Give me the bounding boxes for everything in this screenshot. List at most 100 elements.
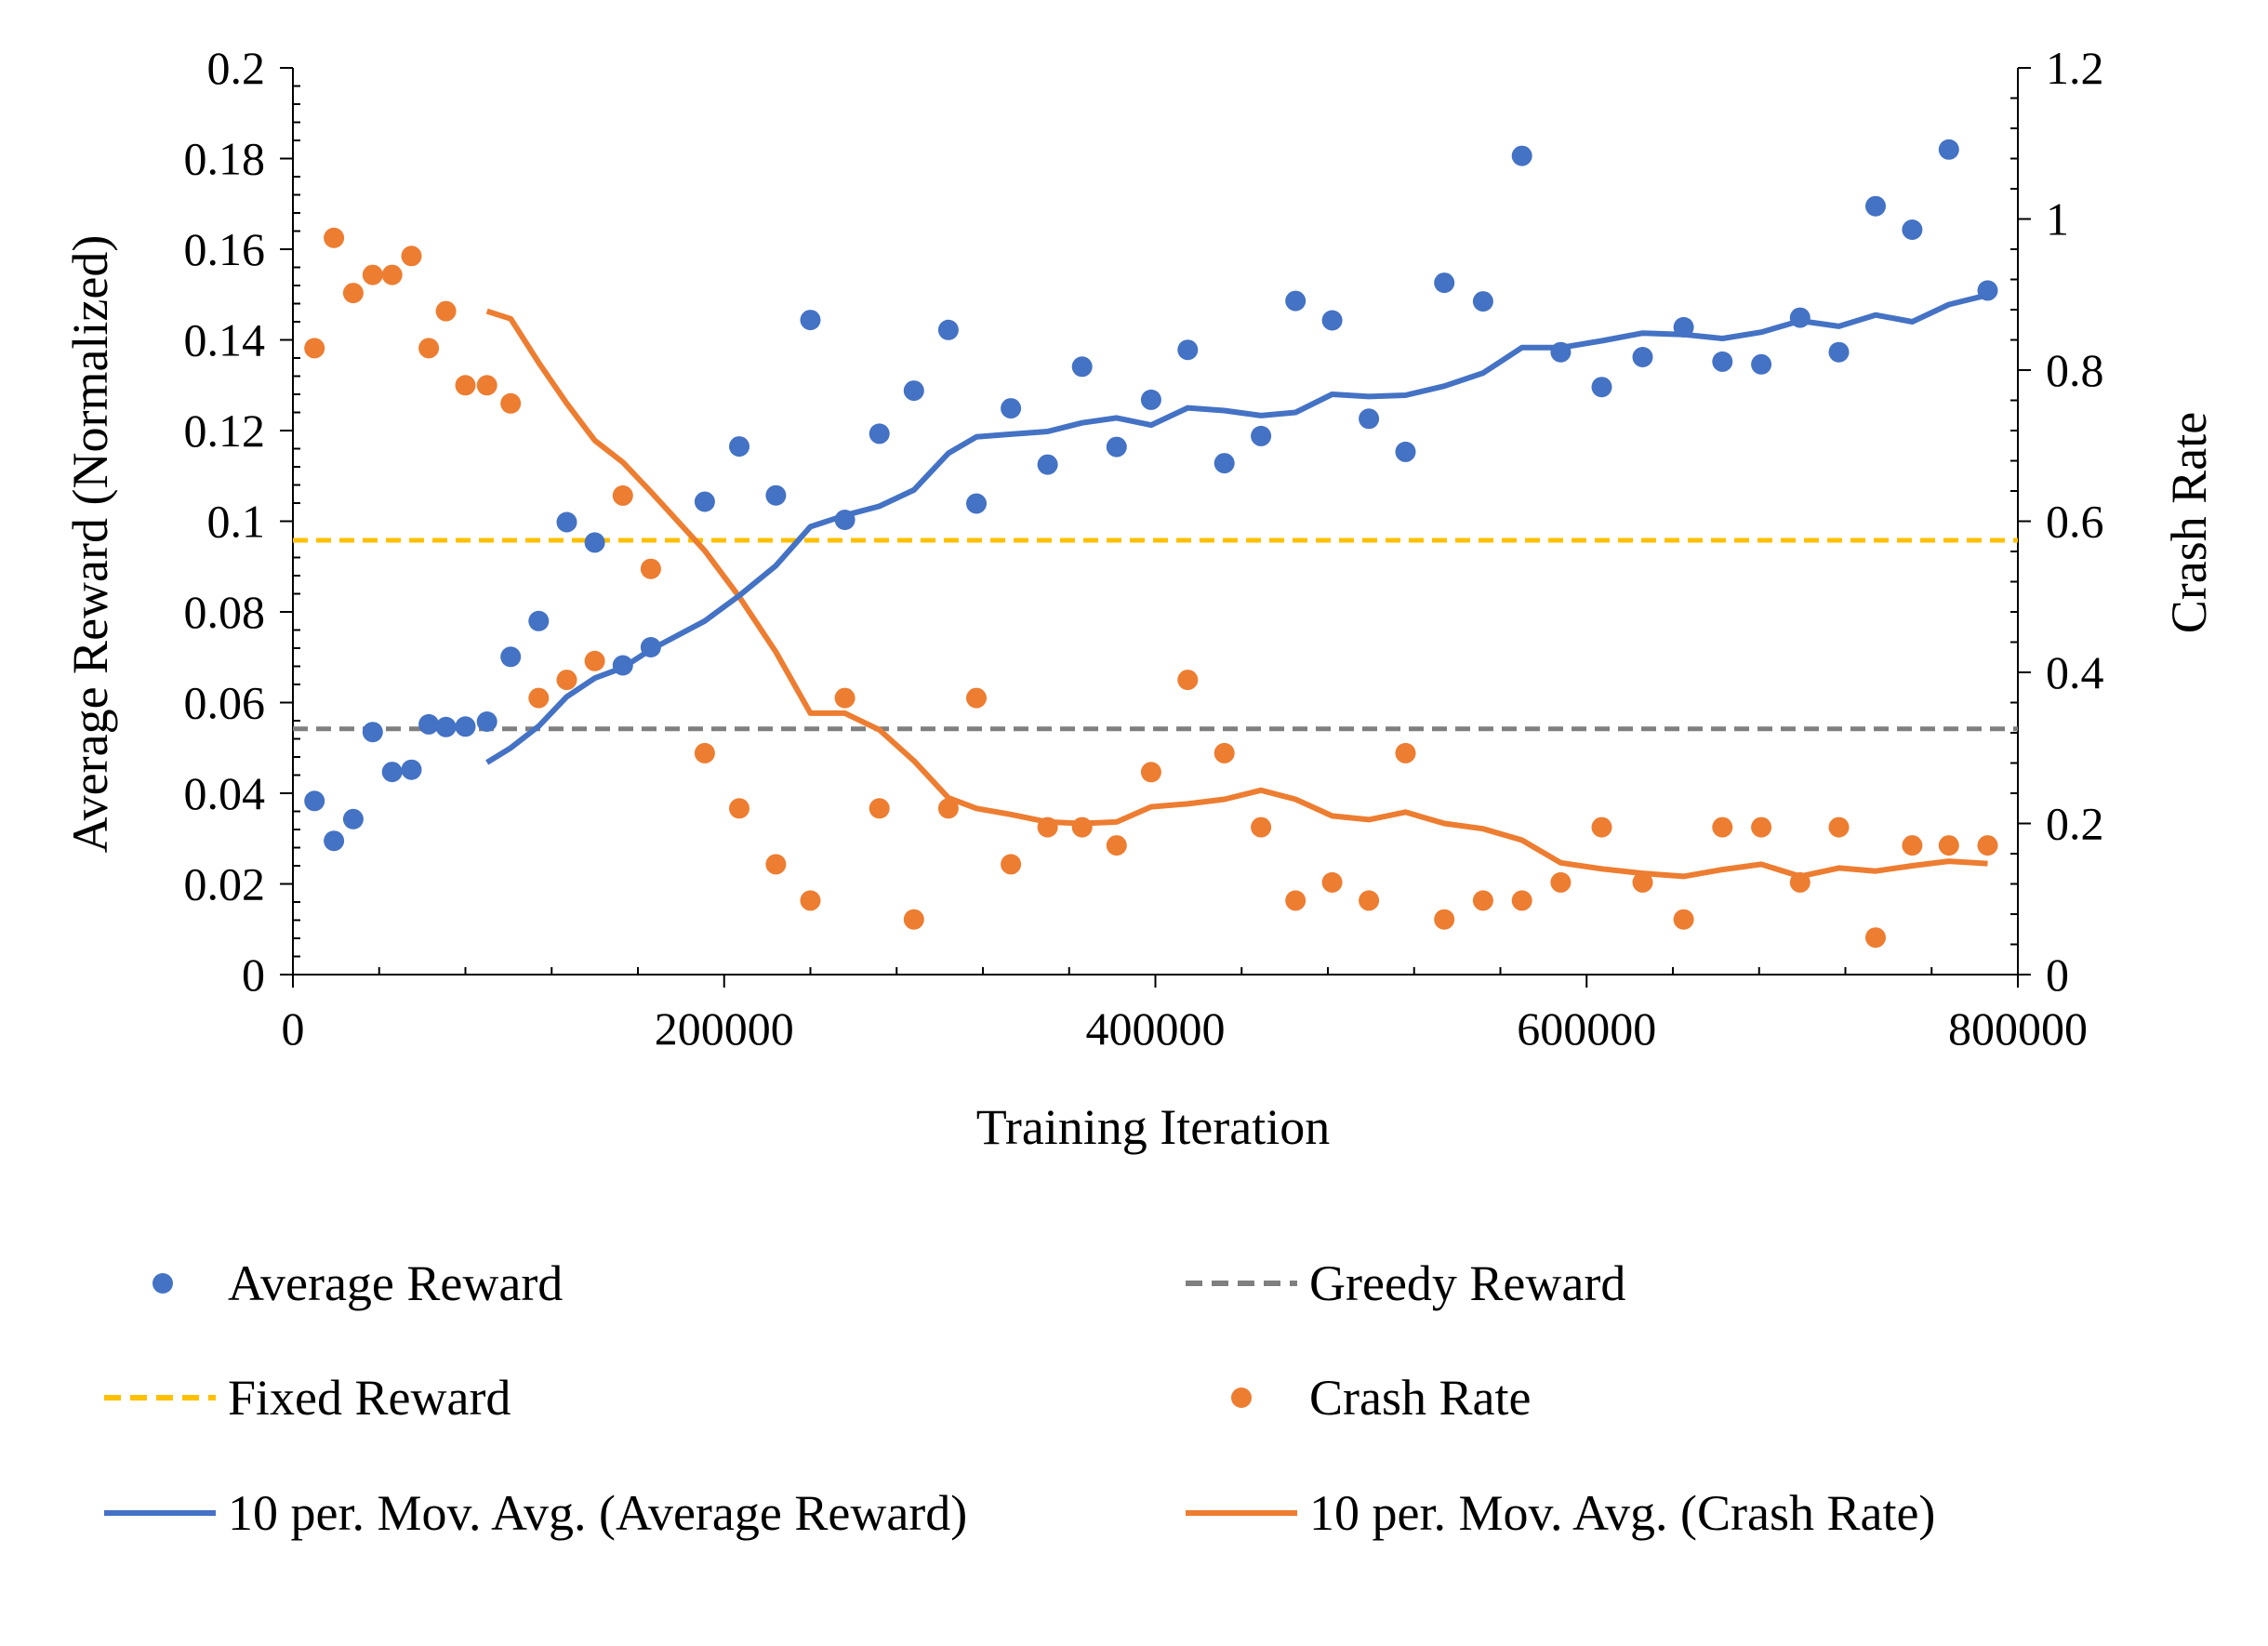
average-reward-point: [1511, 145, 1532, 166]
average-reward-point: [1977, 280, 1998, 301]
average-reward-point: [1434, 272, 1455, 294]
crash-rate-point: [1321, 871, 1343, 893]
legend-item-average-reward: Average Reward: [153, 1255, 563, 1311]
y-left-tick-label: 0.12: [184, 405, 266, 457]
legend-item-mov-avg-crash: 10 per. Mov. Avg. (Crash Rate): [1186, 1485, 1935, 1541]
average-reward-point: [903, 380, 924, 402]
y-left-tick-label: 0.04: [184, 767, 266, 819]
crash-rate-point: [1106, 835, 1127, 856]
crash-rate-point: [729, 798, 749, 819]
average-reward-point: [528, 610, 550, 631]
average-reward-point: [476, 711, 497, 732]
average-reward-point: [869, 423, 890, 445]
y-right-tick-label: 0.6: [2046, 496, 2104, 548]
crash-rate-point: [834, 687, 855, 709]
crash-rate-point: [1632, 871, 1653, 893]
x-tick-label: 600000: [1517, 1002, 1656, 1055]
average-reward-point: [1177, 339, 1199, 361]
crash-rate-point: [1395, 742, 1416, 763]
crash-rate-point: [903, 909, 924, 930]
y-left-tick-label: 0.2: [207, 42, 266, 94]
crash-rate-point: [418, 338, 440, 359]
crash-rate-point: [869, 798, 890, 819]
x-axis-title: Training Iteration: [976, 1099, 1330, 1155]
average-reward-point: [435, 716, 457, 737]
average-reward-point: [966, 493, 987, 514]
average-reward-point: [1359, 408, 1380, 430]
y-right-tick-label: 0.4: [2046, 646, 2104, 698]
average-reward-point: [324, 830, 345, 852]
crash-rate-point: [1214, 742, 1235, 763]
crash-rate-point: [640, 558, 661, 579]
average-reward-point: [834, 510, 855, 530]
average-reward-point: [418, 713, 440, 735]
crash-rate-point: [324, 227, 345, 248]
crash-rate-point: [1828, 816, 1850, 838]
crash-rate-point: [1865, 927, 1886, 949]
crash-rate-point: [381, 264, 403, 285]
crash-rate-point: [304, 338, 325, 359]
crash-rate-point: [1285, 890, 1306, 911]
average-reward-point: [304, 790, 325, 812]
average-reward-point: [937, 319, 959, 340]
average-reward-point: [381, 762, 403, 783]
average-reward-point: [729, 436, 749, 458]
average-reward-point: [342, 808, 364, 830]
crash-rate-point: [556, 670, 577, 691]
crash-rate-point: [528, 687, 550, 709]
crash-rate-point: [765, 854, 787, 875]
average-reward-point: [1938, 139, 1959, 160]
crash-rate-point: [1001, 854, 1022, 875]
crash-rate-point: [1177, 670, 1199, 691]
x-tick-label: 400000: [1086, 1002, 1226, 1055]
legend: Average Reward Greedy Reward Fixed Rewar…: [104, 1255, 1935, 1541]
average-reward-point: [1321, 310, 1343, 331]
average-reward-point: [500, 646, 522, 668]
average-reward-point: [1251, 425, 1272, 446]
legend-crash-rate-label: Crash Rate: [1309, 1370, 1531, 1426]
crash-rate-point: [1977, 835, 1998, 856]
average-reward-point: [1285, 290, 1306, 312]
average-reward-point: [1673, 316, 1694, 338]
crash-rate-point: [800, 890, 821, 911]
legend-item-mov-avg-reward: 10 per. Mov. Avg. (Average Reward): [104, 1485, 967, 1541]
average-reward-point: [584, 532, 605, 553]
average-reward-point: [1751, 353, 1772, 375]
crash-rate-point: [1140, 762, 1161, 783]
legend-mov-avg-crash-label: 10 per. Mov. Avg. (Crash Rate): [1309, 1485, 1935, 1541]
legend-crash-rate-marker: [1231, 1387, 1252, 1408]
crash-rate-point: [1434, 909, 1455, 930]
legend-fixed-reward-label: Fixed Reward: [228, 1370, 511, 1426]
reward-moving-average-line: [485, 292, 1989, 765]
crash-rate-point: [1751, 816, 1772, 838]
average-reward-point: [1865, 195, 1886, 217]
average-reward-point: [1472, 291, 1493, 312]
average-reward-point: [1902, 219, 1923, 240]
y-right-tick-label: 1: [2046, 193, 2069, 246]
crash-rate-point: [1359, 890, 1380, 911]
y-axis-right-title: Crash Rate: [2161, 412, 2217, 633]
crash-rate-point: [500, 392, 522, 414]
crash-rate-point: [937, 798, 959, 819]
y-left-tick-label: 0.18: [184, 133, 266, 185]
average-reward-point: [1140, 389, 1161, 410]
y-left-tick-label: 0.14: [184, 314, 266, 366]
crash-rate-point: [1071, 816, 1093, 838]
y-left-tick-label: 0.16: [184, 223, 266, 275]
average-reward-point: [612, 655, 633, 676]
y-left-tick-label: 0: [242, 949, 265, 1001]
y-left-tick-label: 0.08: [184, 586, 266, 638]
y-right-tick-label: 1.2: [2046, 42, 2104, 94]
crash-rate-point: [584, 650, 605, 671]
crash-rate-point: [1673, 909, 1694, 930]
crash-rate-point: [612, 485, 633, 506]
y-axis-left-title: Average Reward (Normalized): [62, 235, 118, 854]
y-left-tick-label: 0.06: [184, 677, 266, 729]
average-reward-point: [401, 759, 422, 780]
average-reward-point: [1037, 454, 1058, 475]
average-reward-point: [1632, 347, 1653, 367]
y-right-tick-label: 0.2: [2046, 798, 2104, 850]
crash-rate-point: [1511, 890, 1532, 911]
legend-average-reward-label: Average Reward: [228, 1255, 563, 1311]
